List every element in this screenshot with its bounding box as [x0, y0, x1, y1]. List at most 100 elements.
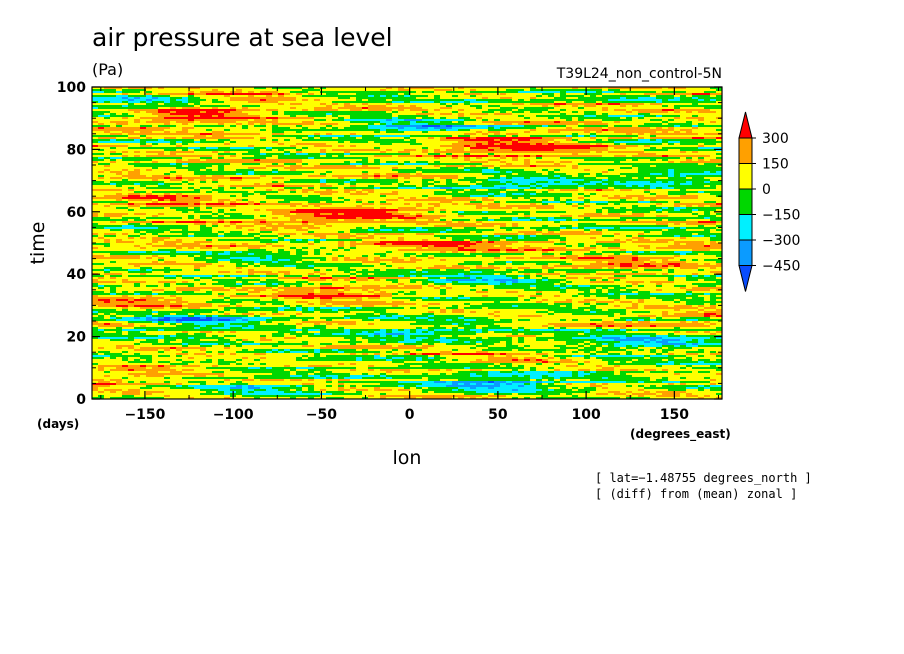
heatmap-cell	[386, 129, 398, 131]
heatmap-cell	[146, 143, 152, 145]
heatmap-cell	[524, 253, 542, 255]
heatmap-cell	[218, 169, 224, 171]
heatmap-cell	[386, 333, 404, 335]
heatmap-cell	[656, 91, 662, 93]
heatmap-cell	[704, 241, 710, 243]
heatmap-cell	[254, 223, 272, 225]
heatmap-cell	[686, 219, 710, 221]
heatmap-cell	[482, 223, 506, 225]
heatmap-cell	[638, 125, 674, 127]
heatmap-cell	[230, 215, 254, 217]
heatmap-cell	[572, 263, 590, 265]
heatmap-cell	[674, 235, 680, 237]
heatmap-cell	[362, 205, 416, 207]
heatmap-cell	[506, 249, 518, 251]
heatmap-cell	[440, 341, 452, 343]
heatmap-cell	[428, 131, 476, 133]
heatmap-cell	[542, 253, 554, 255]
heatmap-cell	[272, 299, 278, 301]
heatmap-cell	[356, 321, 416, 323]
heatmap-cell	[392, 213, 410, 215]
heatmap-cell	[320, 133, 326, 135]
heatmap-cell	[92, 255, 104, 257]
heatmap-cell	[380, 257, 392, 259]
heatmap-cell	[488, 219, 494, 221]
heatmap-cell	[548, 177, 560, 179]
heatmap-cell	[470, 239, 482, 241]
heatmap-cell	[470, 161, 488, 163]
heatmap-cell	[332, 149, 380, 151]
heatmap-cell	[242, 281, 248, 283]
heatmap-cell	[314, 323, 320, 325]
heatmap-cell	[410, 337, 416, 339]
heatmap-cell	[344, 191, 350, 193]
heatmap-cell	[650, 335, 656, 337]
heatmap-cell	[98, 325, 134, 327]
heatmap-cell	[578, 163, 698, 165]
heatmap-cell	[128, 151, 134, 153]
heatmap-cell	[344, 145, 350, 147]
heatmap-cell	[350, 133, 356, 135]
heatmap-cell	[140, 101, 146, 103]
heatmap-cell	[128, 173, 140, 175]
heatmap-cell	[578, 133, 590, 135]
heatmap-cell	[404, 275, 410, 277]
heatmap-cell	[368, 229, 374, 231]
heatmap-cell	[344, 329, 350, 331]
heatmap-cell	[488, 313, 494, 315]
heatmap-cell	[446, 191, 452, 193]
heatmap-cell	[152, 261, 158, 263]
heatmap-cell	[458, 335, 506, 337]
heatmap-cell	[242, 173, 248, 175]
heatmap-cell	[614, 267, 620, 269]
heatmap-cell	[164, 151, 170, 153]
heatmap-cell	[500, 147, 590, 149]
heatmap-cell	[398, 179, 422, 181]
heatmap-cell	[692, 209, 698, 211]
heatmap-cell	[374, 235, 434, 237]
heatmap-cell	[278, 189, 284, 191]
heatmap-cell	[92, 157, 98, 159]
heatmap-cell	[164, 87, 188, 89]
heatmap-cell	[152, 93, 158, 95]
heatmap-cell	[716, 201, 722, 203]
heatmap-cell	[674, 107, 680, 109]
heatmap-cell	[596, 151, 602, 153]
heatmap-cell	[272, 189, 278, 191]
heatmap-cell	[152, 243, 164, 245]
heatmap-cell	[260, 151, 284, 153]
heatmap-cell	[542, 275, 560, 277]
heatmap-cell	[668, 273, 692, 275]
heatmap-cell	[596, 323, 704, 325]
heatmap-cell	[446, 219, 452, 221]
heatmap-cell	[320, 89, 380, 91]
heatmap-cell	[572, 205, 578, 207]
heatmap-cell	[266, 209, 296, 211]
heatmap-cell	[350, 161, 356, 163]
heatmap-cell	[194, 233, 218, 235]
heatmap-cell	[254, 137, 260, 139]
heatmap-cell	[350, 199, 356, 201]
heatmap-cell	[464, 123, 494, 125]
heatmap-cell	[434, 235, 482, 237]
heatmap-cell	[242, 267, 296, 269]
heatmap-cell	[248, 315, 254, 317]
heatmap-cell	[410, 161, 416, 163]
heatmap-cell	[632, 253, 680, 255]
heatmap-cell	[320, 289, 338, 291]
heatmap-cell	[146, 91, 152, 93]
heatmap-cell	[116, 159, 122, 161]
heatmap-cell	[560, 175, 572, 177]
heatmap-cell	[638, 291, 650, 293]
heatmap-cell	[392, 99, 464, 101]
heatmap-cell	[428, 147, 452, 149]
heatmap-cell	[476, 137, 542, 139]
heatmap-cell	[692, 273, 698, 275]
heatmap-cell	[326, 303, 332, 305]
heatmap-cell	[254, 237, 260, 239]
heatmap-cell	[488, 295, 518, 297]
heatmap-cell	[536, 203, 542, 205]
heatmap-cell	[236, 109, 260, 111]
heatmap-cell	[152, 179, 158, 181]
heatmap-cell	[542, 315, 608, 317]
